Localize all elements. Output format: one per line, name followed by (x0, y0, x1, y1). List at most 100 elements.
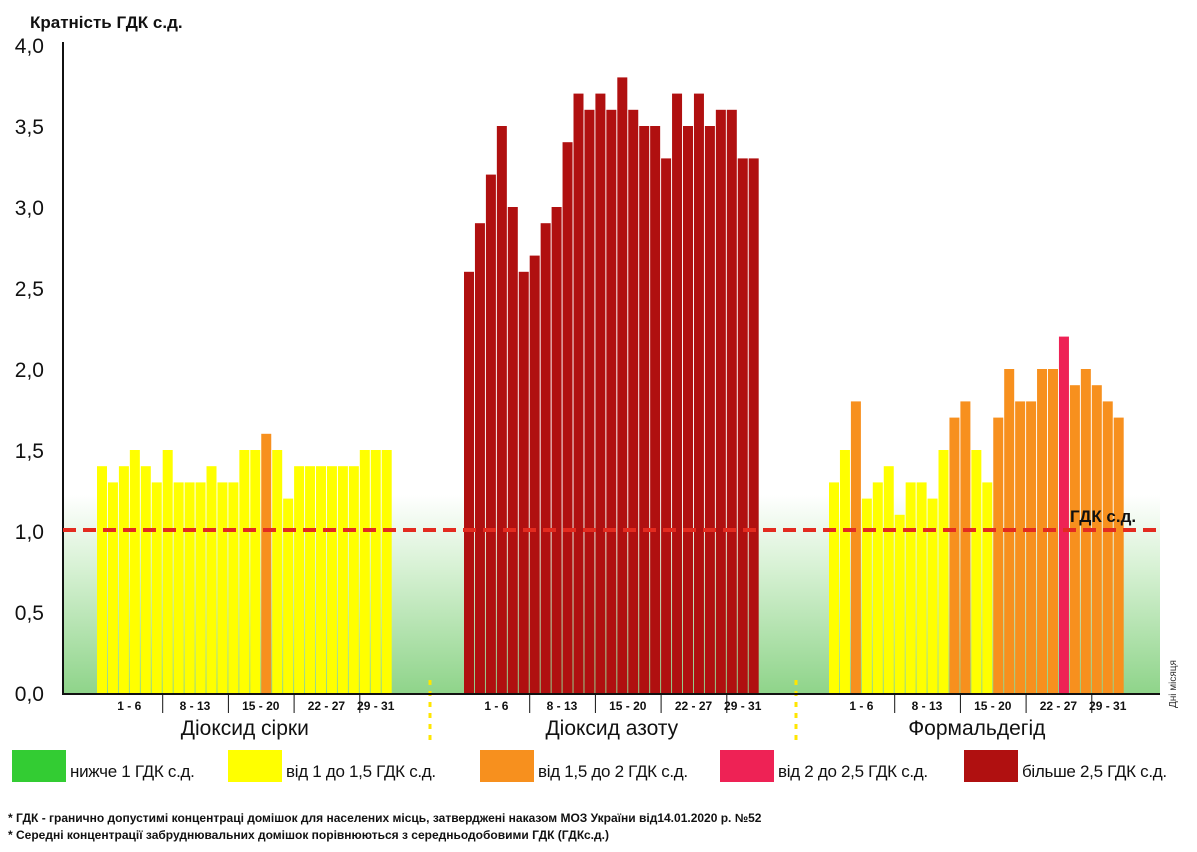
bar-2-19 (661, 158, 672, 693)
day-group-label: 29 - 31 (1089, 699, 1127, 713)
bar-3-15 (982, 482, 993, 693)
bar-3-4 (861, 498, 872, 693)
legend-swatch-orange (480, 750, 534, 782)
bar-2-17 (639, 126, 650, 693)
bar-3-23 (1069, 385, 1080, 693)
bar-3-16 (993, 417, 1004, 693)
bar-3-2 (839, 450, 850, 693)
bar-2-15 (617, 77, 628, 693)
footnotes: * ГДК - гранично допустимі концентраці д… (8, 810, 761, 844)
y-tick-label: 1,0 (15, 521, 44, 544)
bars-layer (97, 77, 1124, 694)
series-name-label: Діоксид сірки (181, 717, 309, 740)
bar-3-9 (916, 482, 927, 693)
bar-1-18 (283, 498, 294, 693)
bar-2-10 (562, 142, 573, 693)
bar-2-12 (584, 109, 595, 694)
day-group-label: 15 - 20 (974, 699, 1012, 713)
legend-swatch-green (12, 750, 66, 782)
footnote-gdk-definition: * ГДК - гранично допустимі концентраці д… (8, 811, 762, 825)
y-tick-label: 0,0 (15, 683, 44, 706)
day-group-label: 8 - 13 (547, 699, 578, 713)
bar-2-25 (726, 109, 737, 694)
bar-1-8 (173, 482, 184, 693)
day-group-label: 15 - 20 (609, 699, 647, 713)
bar-3-20 (1037, 369, 1048, 693)
bar-3-27 (1113, 417, 1124, 693)
bar-2-2 (474, 223, 485, 693)
y-tick-label: 1,5 (15, 440, 44, 463)
bar-2-1 (464, 271, 474, 693)
bar-1-21 (316, 466, 326, 693)
bar-3-14 (971, 450, 982, 693)
bar-3-7 (894, 514, 905, 693)
bar-2-23 (704, 126, 715, 693)
day-axis-label: Дні місяця (1168, 660, 1179, 708)
bar-2-9 (551, 207, 562, 693)
legend-swatch-yellow (228, 750, 282, 782)
bar-2-16 (628, 109, 639, 694)
y-tick-label: 2,0 (15, 359, 44, 382)
legend: нижче 1 ГДК с.д. від 1 до 1,5 ГДК с.д. в… (12, 750, 1192, 790)
bar-3-3 (850, 401, 861, 693)
bar-2-26 (737, 158, 748, 693)
legend-label: більше 2,5 ГДК с.д. (1022, 762, 1167, 781)
bar-3-8 (905, 482, 916, 693)
day-group-label: 8 - 13 (912, 699, 943, 713)
bar-1-27 (381, 450, 392, 693)
pollution-chart: Діоксид сірки 1 - 6 8 - 13 15 - 20 22 - 27 29… (15, 13, 1179, 745)
bar-2-7 (529, 255, 540, 693)
bar-2-13 (595, 93, 606, 694)
series-name-label: Формальдегід (908, 717, 1045, 740)
bar-1-16 (261, 433, 272, 693)
bar-2-3 (485, 174, 496, 694)
y-tick-label: 3,0 (15, 197, 44, 220)
bar-2-4 (496, 126, 507, 693)
bar-1-10 (195, 482, 206, 693)
bar-3-22 (1058, 336, 1069, 693)
bar-1-1 (97, 466, 107, 693)
legend-label: від 1 до 1,5 ГДК с.д. (286, 762, 436, 781)
day-group-label: 1 - 6 (117, 699, 141, 713)
bar-1-7 (162, 450, 173, 693)
threshold-label: ГДК с.д. (1070, 507, 1136, 526)
y-tick-label: 0,5 (15, 602, 44, 625)
bar-3-5 (872, 482, 883, 693)
bar-3-19 (1026, 401, 1037, 693)
day-group-label: 1 - 6 (484, 699, 508, 713)
bar-3-1 (829, 482, 839, 693)
bar-2-14 (606, 109, 617, 694)
bar-1-5 (140, 466, 151, 693)
bar-1-24 (348, 466, 359, 693)
footnote-comparison: * Середні концентрації забруднювальних д… (8, 828, 609, 842)
bar-2-27 (748, 158, 759, 693)
bar-3-18 (1015, 401, 1026, 693)
bar-1-13 (228, 482, 239, 693)
bar-2-24 (715, 109, 726, 694)
bar-1-19 (294, 466, 305, 693)
bar-1-17 (272, 450, 283, 693)
axes-layer: Діоксид сірки 1 - 6 8 - 13 15 - 20 22 - 27 29… (15, 35, 1160, 745)
bar-1-15 (250, 450, 261, 693)
bar-1-6 (151, 482, 162, 693)
bar-1-22 (326, 466, 337, 693)
bar-2-18 (650, 126, 661, 693)
bar-2-6 (518, 271, 529, 693)
bar-2-22 (693, 93, 704, 694)
bar-1-4 (129, 450, 140, 693)
day-group-label: 29 - 31 (724, 699, 762, 713)
bar-1-2 (107, 482, 118, 693)
bar-1-12 (217, 482, 228, 693)
day-group-label: 22 - 27 (675, 699, 713, 713)
bar-2-5 (507, 207, 518, 693)
bar-1-25 (359, 450, 370, 693)
day-group-label: 22 - 27 (1040, 699, 1078, 713)
y-tick-label: 4,0 (15, 35, 44, 58)
day-group-label: 1 - 6 (849, 699, 873, 713)
bar-1-11 (206, 466, 217, 693)
legend-swatch-pink (720, 750, 774, 782)
legend-label: від 1,5 до 2 ГДК с.д. (538, 762, 688, 781)
bar-1-14 (239, 450, 250, 693)
legend-label: від 2 до 2,5 ГДК с.д. (778, 762, 928, 781)
bar-3-25 (1091, 385, 1102, 693)
